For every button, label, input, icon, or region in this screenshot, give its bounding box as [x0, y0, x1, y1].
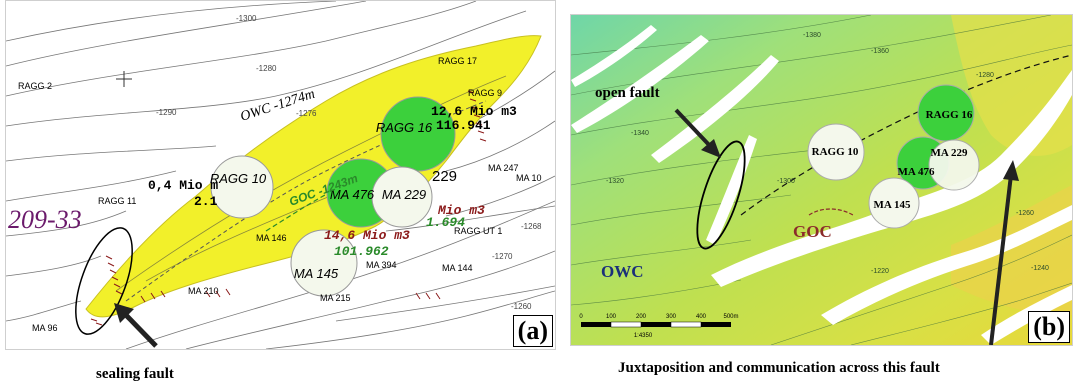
label-ragg-ut-1: RAGG UT 1 [454, 226, 502, 236]
structure-map-a: RAGG 16 RAGG 10 MA 476 MA 229 MA 145 12,… [6, 1, 555, 349]
map-panel-a: RAGG 16 RAGG 10 MA 476 MA 229 MA 145 12,… [5, 0, 556, 350]
map-panel-b: RAGG 16 RAGG 10 MA 476 MA 229 MA 145 ope… [570, 14, 1073, 346]
scale-tick-5: 500m [723, 314, 738, 320]
well-ragg-10-label-b: RAGG 10 [812, 146, 859, 158]
well-ma-229-circle-b [928, 139, 980, 191]
label-ma-10: MA 10 [516, 173, 542, 183]
contour-b-8: -1240 [1031, 265, 1049, 272]
open-fault-label: open fault [595, 85, 660, 101]
well-ma-145-circle-b [868, 177, 920, 229]
well-ma-476-label: MA 476 [330, 187, 375, 202]
well-ma-145-circle [290, 229, 358, 297]
open-fault-arrow [674, 108, 721, 158]
contour-label-2: -1290 [156, 108, 177, 117]
contour-label-1: -1300 [236, 14, 257, 23]
scale-tick-2: 200 [636, 314, 647, 320]
sealing-fault-ellipse [75, 227, 133, 335]
volume-ma476-value: 101.962 [334, 244, 389, 259]
well-ma-229-label-b: MA 229 [931, 147, 968, 159]
owc-dashed-line-b [740, 54, 1072, 216]
label-ma-146: MA 146 [256, 233, 287, 243]
panel-b-label: (b) [1028, 311, 1070, 343]
volume-ragg10-value: 2.1 [194, 194, 218, 209]
goc-line [265, 170, 377, 232]
label-ma-247: MA 247 [488, 163, 519, 173]
label-ma-215: MA 215 [320, 293, 351, 303]
volume-ragg16: 12,6 Mio m3 [431, 104, 517, 119]
well-ragg-16-circle [380, 96, 456, 172]
contour-b-7: -1260 [1016, 210, 1034, 217]
open-fault-ellipse [696, 140, 746, 250]
scale-bar: 0 100 200 300 400 500m 1:4350 [579, 314, 738, 339]
contour-lines [6, 1, 555, 349]
well-ragg-16-label-b: RAGG 16 [926, 109, 973, 121]
contour-b-6: -1280 [976, 72, 994, 79]
volume-ma229: Mio m3 [437, 203, 485, 218]
goc-label-b: GOC [793, 222, 832, 241]
well-ragg-10-circle [210, 155, 274, 219]
scale-tick-0: 0 [579, 314, 583, 320]
contour-label-5: -1270 [492, 252, 513, 261]
fault-zones [571, 25, 1072, 345]
scale-tick-4: 400 [696, 314, 707, 320]
contour-label-6: -1268 [521, 222, 542, 231]
contour-lines-b [571, 15, 1072, 345]
scale-tick-3: 300 [666, 314, 677, 320]
volume-ragg10: 0,4 Mio m [148, 178, 218, 193]
label-229: 229 [432, 168, 457, 185]
contour-b-3: -1340 [631, 130, 649, 137]
grid-cross [116, 71, 132, 87]
well-ma-145-label: MA 145 [294, 266, 339, 281]
scale-tick-1: 100 [606, 314, 617, 320]
well-ma-229-label: MA 229 [382, 187, 426, 202]
contour-label-7: -1260 [511, 302, 532, 311]
contour-b-2: -1360 [871, 48, 889, 55]
sealing-fault-caption: sealing fault [96, 366, 174, 382]
goc-line-b [808, 208, 854, 216]
label-ma-394: MA 394 [366, 260, 397, 270]
label-ma-144: MA 144 [442, 263, 473, 273]
well-ragg-10-label: RAGG 10 [210, 171, 267, 186]
well-ma-229-circle [371, 166, 433, 228]
label-ma-96: MA 96 [32, 323, 58, 333]
structure-map-b: RAGG 16 RAGG 10 MA 476 MA 229 MA 145 ope… [571, 15, 1072, 345]
well-ragg-10-circle-b [807, 123, 865, 181]
contour-b-4: -1320 [606, 178, 624, 185]
well-ma-145-label-b: MA 145 [874, 199, 911, 211]
contour-b-9: -1220 [871, 268, 889, 275]
juxtaposition-caption: Juxtaposition and communication across t… [618, 360, 940, 376]
volume-ma229-value: 1.694 [426, 215, 465, 230]
label-ragg-17: RAGG 17 [438, 56, 477, 66]
volume-ma476: 14,6 Mio m3 [324, 228, 410, 243]
well-ragg-16-label: RAGG 16 [376, 120, 433, 135]
label-ragg-11: RAGG 11 [98, 196, 136, 206]
owc-label-b: OWC [601, 262, 644, 281]
contour-b-5: -1300 [777, 178, 795, 185]
contour-label-4: -1276 [296, 109, 317, 118]
juxtaposition-arrow [989, 160, 1019, 345]
contour-label-3: -1280 [256, 64, 277, 73]
sealing-fault-arrow [114, 303, 158, 348]
block-label: 209-33 [8, 205, 82, 234]
volume-ragg16-value: 116.941 [436, 118, 491, 133]
fault-hatches [90, 90, 487, 326]
well-ma-476-label-b: MA 476 [898, 166, 935, 178]
label-ragg-2: RAGG 2 [18, 81, 52, 91]
label-ragg-9: RAGG 9 [468, 88, 502, 98]
label-ma-210: MA 210 [188, 286, 219, 296]
contour-b-1: -1380 [803, 32, 821, 39]
panel-a-label: (a) [512, 315, 553, 347]
scale-ratio: 1:4350 [634, 333, 653, 339]
